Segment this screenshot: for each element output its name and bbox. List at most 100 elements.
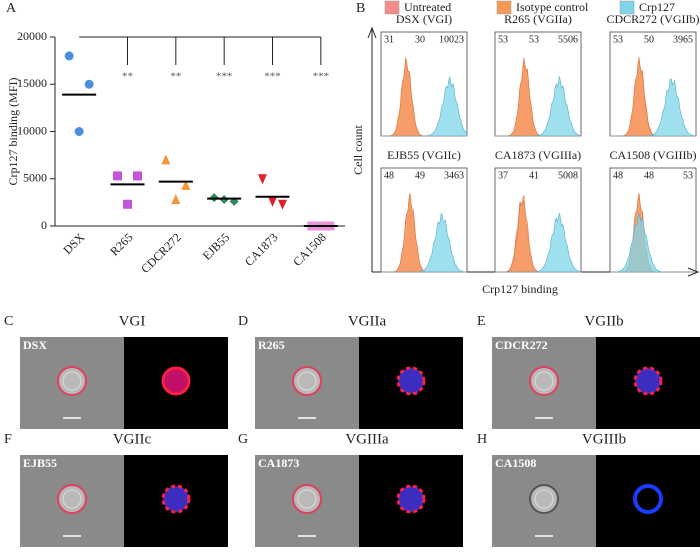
cell-fluor [161, 366, 191, 396]
cell [529, 366, 559, 396]
mfi-label: 50 [644, 34, 654, 45]
y-tick-label: 5000 [23, 171, 47, 185]
mfi-label: 31 [384, 34, 394, 45]
y-tick-label: 15000 [17, 76, 47, 90]
cell [292, 484, 322, 514]
mfi-label: 5506 [558, 34, 578, 45]
image-title: VGIIb [584, 313, 623, 329]
x-tick-label: CDCR272 [138, 230, 184, 276]
mfi-label: 3965 [673, 34, 693, 45]
histogram-curve [610, 78, 697, 137]
cell [57, 366, 87, 396]
significance: *** [216, 71, 233, 83]
data-point [84, 79, 94, 89]
histogram-frame [380, 167, 468, 273]
y-tick-label: 20000 [17, 29, 47, 43]
data-point [171, 194, 181, 205]
mfi-label: 53 [683, 170, 693, 181]
histogram-curve [495, 212, 582, 273]
cell-fluor [396, 484, 426, 514]
significance: *** [313, 71, 330, 83]
mfi-label: 3463 [444, 170, 464, 181]
x-axis-label: Crp127 binding [482, 282, 558, 296]
y-tick-label: 0 [41, 218, 47, 232]
mfi-label: 49 [415, 170, 425, 181]
legend-label: Isotype control [516, 0, 589, 14]
significance: ** [122, 71, 133, 83]
y-arrow [367, 26, 377, 272]
histogram-curve [381, 212, 468, 273]
strain-label: CDCR272 [495, 338, 548, 352]
panel-label: A [6, 1, 17, 16]
strain-label: CA1873 [258, 456, 299, 470]
cell-inner [62, 371, 82, 391]
data-point [74, 127, 84, 136]
mfi-label: 37 [498, 170, 508, 181]
data-point [161, 154, 171, 165]
mfi-label: 30 [415, 34, 425, 45]
x-tick-label: EJB55 [200, 230, 233, 263]
image-title: VGIIIa [345, 431, 389, 447]
y-axis-label: Crp127 binding (MFI) [6, 77, 20, 185]
x-tick-label: CA1873 [242, 230, 281, 269]
mfi-label: 10023 [439, 34, 464, 45]
cell-inner [297, 371, 317, 391]
significance: *** [264, 71, 281, 83]
data-point [113, 171, 122, 181]
x-tick-label: DSX [60, 230, 87, 257]
strain-label: R265 [258, 338, 285, 352]
mfi-label: 53 [498, 34, 508, 45]
panel-label: D [238, 314, 248, 329]
cell-fluor [396, 366, 426, 396]
histogram-title: CA1873 (VGIIIa) [495, 148, 581, 162]
histogram-title: EJB55 (VGIIc) [387, 148, 461, 162]
histogram-title: CA1508 (VGIIIb) [610, 148, 697, 162]
cell-fluor [633, 366, 663, 396]
histogram-curve [610, 192, 696, 273]
panel-label: E [477, 314, 486, 329]
data-point [258, 174, 267, 185]
data-point [133, 171, 142, 181]
histogram-title: DSX (VGI) [396, 12, 452, 26]
panel-label: B [356, 1, 365, 16]
y-tick-label: 10000 [17, 123, 47, 137]
legend-label: Crp127 [639, 0, 675, 14]
cell-inner [62, 489, 82, 509]
histogram-curve [610, 212, 696, 273]
data-point [64, 51, 74, 61]
mfi-label: 48 [613, 170, 623, 181]
mfi-label: 5008 [558, 170, 578, 181]
panel-label: F [4, 432, 12, 447]
cell [57, 484, 87, 514]
x-tick-label: CA1508 [290, 230, 329, 269]
mfi-label: 48 [644, 170, 654, 181]
panel-label: H [477, 432, 487, 447]
cell-inner [534, 489, 554, 509]
panel-label: C [4, 314, 13, 329]
legend-label: Untreated [404, 0, 451, 14]
y-axis-label: Cell count [351, 125, 365, 175]
cell-fluor [633, 484, 663, 514]
mfi-label: 53 [529, 34, 539, 45]
histogram-title: R265 (VGIIa) [504, 12, 572, 26]
panel-label: G [238, 432, 248, 447]
legend-swatch [496, 0, 512, 15]
cell-inner [297, 489, 317, 509]
mfi-label: 48 [384, 170, 394, 181]
histogram-curve [610, 194, 696, 273]
cell [529, 484, 559, 514]
cell-inner [534, 371, 554, 391]
mfi-label: 53 [613, 34, 623, 45]
histogram-title: CDCR272 (VGIIb) [607, 12, 700, 26]
fluorescence-image [596, 455, 700, 547]
strain-label: DSX [23, 338, 47, 352]
data-point [123, 199, 132, 209]
data-point [278, 199, 287, 210]
histogram-frame [609, 167, 697, 273]
image-title: VGIIIb [582, 431, 626, 447]
cell-fluor [161, 484, 191, 514]
histogram-curve [381, 76, 468, 137]
significance: ** [170, 71, 181, 83]
data-point [181, 179, 191, 190]
